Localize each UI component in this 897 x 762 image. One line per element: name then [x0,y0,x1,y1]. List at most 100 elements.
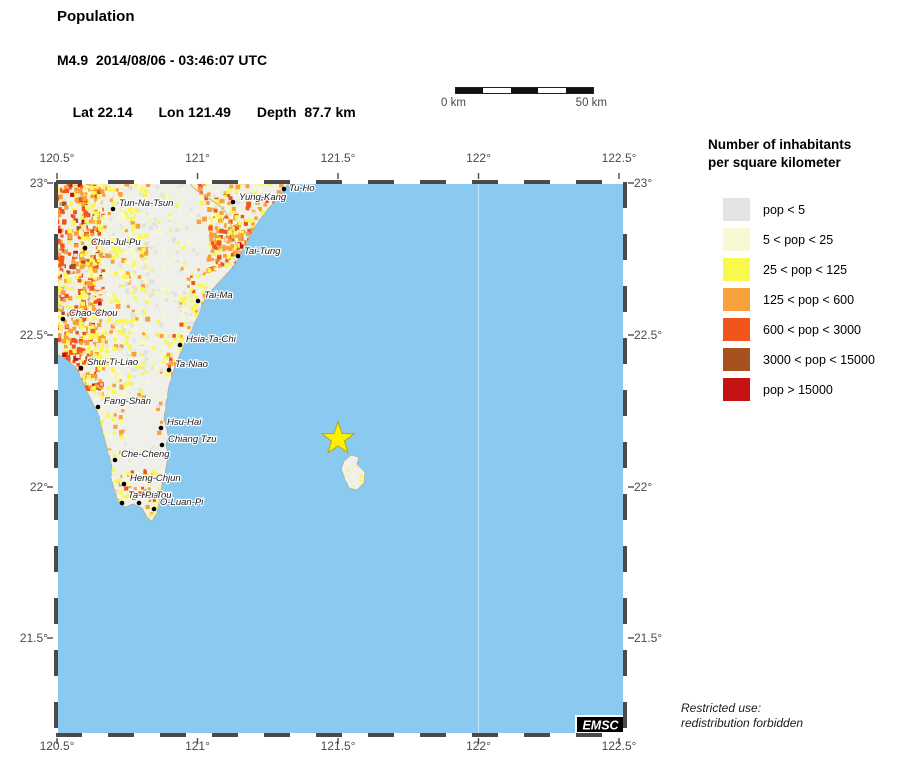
event-latitude: Lat 22.14 [72,104,133,120]
map-border [47,173,634,744]
y-axis-label-right: 23° [634,176,653,190]
city-dot [230,199,236,205]
y-axis-label-right: 21.5° [634,631,663,645]
legend-item: 25 < pop < 125 [708,258,894,281]
x-axis-label-top: 120.5° [39,151,75,165]
legend-item: pop > 15000 [708,378,894,401]
restricted-use-notice: Restricted use: redistribution forbidden [681,701,803,731]
x-axis-label-bottom: 120.5° [39,739,75,753]
city-dot [136,500,142,506]
legend-label: 25 < pop < 125 [763,262,848,277]
restricted-use-line1: Restricted use: [681,701,762,715]
legend-item: 3000 < pop < 15000 [708,348,894,371]
y-axis-label-right: 22° [634,480,653,494]
legend-swatch [723,258,750,281]
emsc-badge-label: EMSC [582,719,619,733]
x-axis-label-bottom: 121° [185,739,210,753]
city-label: Heng-Chjun [130,473,181,484]
event-depth: Depth 87.7 km [256,104,356,120]
x-axis-label-top: 122.5° [601,151,637,165]
x-axis-label-top: 122° [466,151,491,165]
city-dot [119,500,125,506]
city-label: Chao-Chou [69,308,118,319]
legend-swatch [723,228,750,251]
legend-swatch [723,378,750,401]
legend-swatch [723,198,750,221]
city-dot [166,367,172,373]
legend-item: 600 < pop < 3000 [708,318,894,341]
offshore-island [340,454,366,491]
city-dot [151,506,157,512]
city-dot [177,342,183,348]
scale-bar-segment [565,88,594,93]
city-dot [281,186,287,192]
page-title: Population [57,8,135,25]
emsc-badge: EMSC [575,715,626,734]
scale-label-zero: 0 km [441,97,466,109]
city-label: O-Luan-Pi [160,497,204,508]
city-dot [95,404,101,410]
city-dot [110,206,116,212]
event-magnitude-line: M4.9 2014/08/06 - 03:46:07 UTC [57,52,268,68]
x-axis-label-top: 121.5° [320,151,356,165]
city-label: Hsu-Hai [167,417,202,428]
city-label: Yung-Kang [239,192,287,203]
city-dot [195,298,201,304]
city-label: Che-Cheng [121,449,170,460]
city-dot [112,457,118,463]
city-dot [60,316,66,322]
legend-label: pop > 15000 [763,382,833,397]
scale-bar-group: 0 km 50 km [441,85,607,115]
city-dot [121,481,127,487]
city-label: Tu-Ho [289,183,315,194]
scale-bar-segment [456,88,484,93]
map: Tu-Ho Yung-Kang Tun-Na-Tsun Chia-Jul-Pu Tai-… [47,173,634,744]
city-label: Ta-Niao [175,359,208,370]
city-label: Pi Tou [145,490,172,501]
city-dot [78,365,84,371]
legend-swatch [723,348,750,371]
legend-label: 5 < pop < 25 [763,232,834,247]
y-axis-label-left: 22.5° [19,328,48,342]
scale-bar-segment [510,88,539,93]
y-axis-label-left: 23° [29,176,48,190]
river-line [188,181,243,255]
legend-swatch [723,318,750,341]
city-label: Hsia-Ta-Chi [186,334,237,345]
legend-label: 125 < pop < 600 [763,292,855,307]
city-dot [82,245,88,251]
scale-bar [455,87,594,94]
city-dot [158,425,164,431]
city-label: Fang-Shan [104,396,151,407]
legend-swatch [723,288,750,311]
restricted-use-line2: redistribution forbidden [681,716,804,730]
city-label: Chiang Tzu [168,434,217,445]
city-label: Chia-Jul-Pu [91,237,141,248]
legend-item: 125 < pop < 600 [708,288,894,311]
scale-label-fifty: 50 km [575,97,607,109]
legend-label: pop < 5 [763,202,806,217]
x-axis-label-bottom: 122.5° [601,739,637,753]
scale-bar-segment [483,88,511,93]
city-label: Shui-Ti-Liao [87,357,138,368]
city-dot [235,253,241,259]
legend-item: pop < 5 [708,198,894,221]
x-axis-label-bottom: 121.5° [320,739,356,753]
x-axis-label-bottom: 122° [466,739,491,753]
scale-bar-segment [538,88,566,93]
y-axis-label-left: 22° [29,480,48,494]
legend-item: 5 < pop < 25 [708,228,894,251]
legend-label: 3000 < pop < 15000 [763,352,875,367]
city-label: Tun-Na-Tsun [119,198,173,209]
legend-title-line2: per square kilometer [708,155,841,170]
y-axis-label-right: 22.5° [634,328,663,342]
legend: Number of inhabitants per square kilomet… [708,136,894,408]
city-dot [159,442,165,448]
legend-label: 600 < pop < 3000 [763,322,862,337]
y-axis-label-left: 21.5° [19,631,48,645]
city-label: Tai-Ma [204,290,233,301]
city-label: Ta-Kuang [128,490,170,501]
